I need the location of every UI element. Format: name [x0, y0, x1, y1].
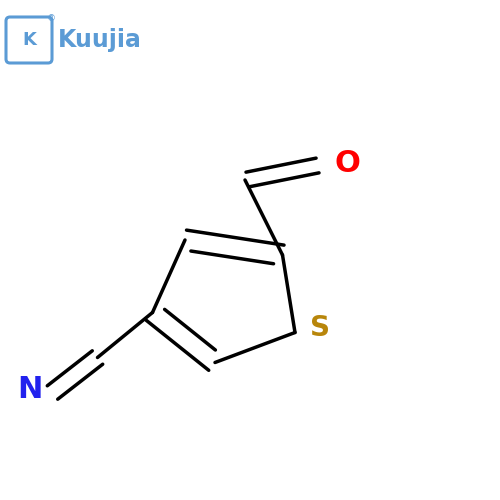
Text: N: N: [17, 376, 42, 404]
Text: Kuujia: Kuujia: [58, 28, 142, 52]
Text: ®: ®: [46, 14, 56, 24]
Text: O: O: [335, 150, 361, 178]
Text: S: S: [310, 314, 330, 342]
Text: K: K: [22, 31, 36, 49]
